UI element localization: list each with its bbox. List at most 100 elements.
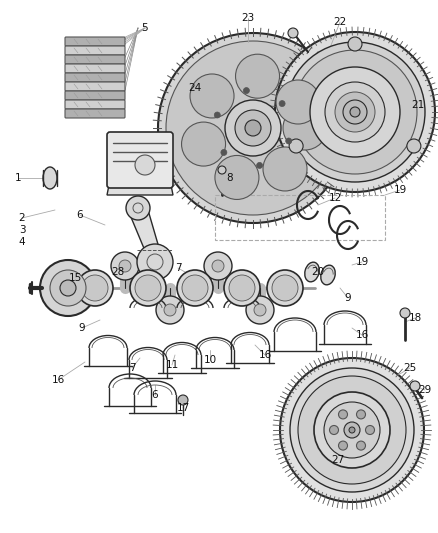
Text: 12: 12: [328, 193, 342, 203]
Circle shape: [283, 106, 327, 150]
Text: 27: 27: [332, 455, 345, 465]
Circle shape: [276, 80, 320, 124]
Circle shape: [350, 107, 360, 117]
Circle shape: [178, 395, 188, 405]
Text: 10: 10: [203, 355, 216, 365]
Circle shape: [263, 147, 307, 191]
Circle shape: [177, 270, 213, 306]
Circle shape: [339, 441, 347, 450]
Text: 8: 8: [227, 173, 233, 183]
Circle shape: [325, 82, 385, 142]
FancyBboxPatch shape: [107, 132, 173, 188]
Text: 1: 1: [15, 173, 21, 183]
Text: 6: 6: [77, 210, 83, 220]
Text: 22: 22: [333, 17, 346, 27]
Text: 9: 9: [79, 323, 85, 333]
Circle shape: [310, 67, 400, 157]
FancyBboxPatch shape: [65, 91, 125, 100]
Text: 18: 18: [408, 313, 422, 323]
Circle shape: [357, 410, 365, 419]
Circle shape: [357, 441, 365, 450]
Circle shape: [164, 304, 176, 316]
Circle shape: [280, 358, 424, 502]
Circle shape: [400, 308, 410, 318]
Text: 7: 7: [175, 263, 181, 273]
Circle shape: [245, 120, 261, 136]
Polygon shape: [128, 210, 162, 258]
Circle shape: [289, 139, 303, 153]
Circle shape: [293, 50, 417, 174]
FancyBboxPatch shape: [65, 100, 125, 109]
Circle shape: [229, 275, 255, 301]
Circle shape: [156, 296, 184, 324]
Circle shape: [288, 28, 298, 38]
Circle shape: [365, 425, 374, 434]
Circle shape: [82, 275, 108, 301]
Text: 16: 16: [258, 350, 272, 360]
Circle shape: [235, 110, 271, 146]
Text: 9: 9: [345, 293, 351, 303]
Circle shape: [130, 270, 166, 306]
Circle shape: [275, 32, 435, 192]
Circle shape: [348, 37, 362, 51]
Circle shape: [221, 149, 227, 156]
Circle shape: [349, 427, 355, 433]
Circle shape: [236, 54, 279, 98]
Circle shape: [224, 270, 260, 306]
Circle shape: [410, 381, 420, 391]
Text: 7: 7: [129, 363, 135, 373]
FancyBboxPatch shape: [65, 109, 125, 118]
Circle shape: [111, 252, 139, 280]
Circle shape: [88, 278, 108, 298]
Circle shape: [298, 376, 406, 484]
Text: 21: 21: [411, 100, 424, 110]
Text: 6: 6: [152, 390, 158, 400]
FancyBboxPatch shape: [65, 64, 125, 73]
Text: 19: 19: [355, 257, 369, 267]
Circle shape: [290, 368, 414, 492]
Text: 28: 28: [111, 267, 125, 277]
Ellipse shape: [321, 265, 335, 285]
Circle shape: [50, 270, 86, 306]
FancyBboxPatch shape: [65, 46, 125, 55]
Circle shape: [344, 422, 360, 438]
Circle shape: [324, 402, 380, 458]
Circle shape: [218, 166, 226, 174]
Circle shape: [339, 410, 347, 419]
Text: 3: 3: [19, 225, 25, 235]
Ellipse shape: [43, 167, 57, 189]
Circle shape: [329, 425, 339, 434]
Circle shape: [212, 260, 224, 272]
FancyBboxPatch shape: [65, 55, 125, 64]
Text: 25: 25: [403, 363, 417, 373]
Circle shape: [137, 244, 173, 280]
Text: 20: 20: [311, 267, 325, 277]
Circle shape: [272, 275, 298, 301]
Text: 2: 2: [19, 213, 25, 223]
FancyBboxPatch shape: [65, 37, 125, 46]
Text: 5: 5: [141, 23, 148, 33]
Circle shape: [215, 156, 259, 199]
Text: 11: 11: [166, 360, 179, 370]
Circle shape: [135, 155, 155, 175]
Circle shape: [407, 139, 421, 153]
Circle shape: [158, 33, 348, 223]
Circle shape: [135, 275, 161, 301]
FancyBboxPatch shape: [65, 82, 125, 91]
Circle shape: [166, 41, 340, 215]
Circle shape: [244, 87, 249, 94]
Circle shape: [77, 270, 113, 306]
Text: 16: 16: [51, 375, 65, 385]
Text: 23: 23: [241, 13, 254, 23]
Circle shape: [314, 392, 390, 468]
Circle shape: [335, 92, 375, 132]
Circle shape: [60, 280, 76, 296]
Text: 29: 29: [418, 385, 431, 395]
Circle shape: [343, 100, 367, 124]
Text: 4: 4: [19, 237, 25, 247]
Text: 17: 17: [177, 403, 190, 413]
Circle shape: [225, 100, 281, 156]
Circle shape: [279, 101, 285, 107]
Text: 19: 19: [393, 185, 406, 195]
Circle shape: [181, 122, 226, 166]
